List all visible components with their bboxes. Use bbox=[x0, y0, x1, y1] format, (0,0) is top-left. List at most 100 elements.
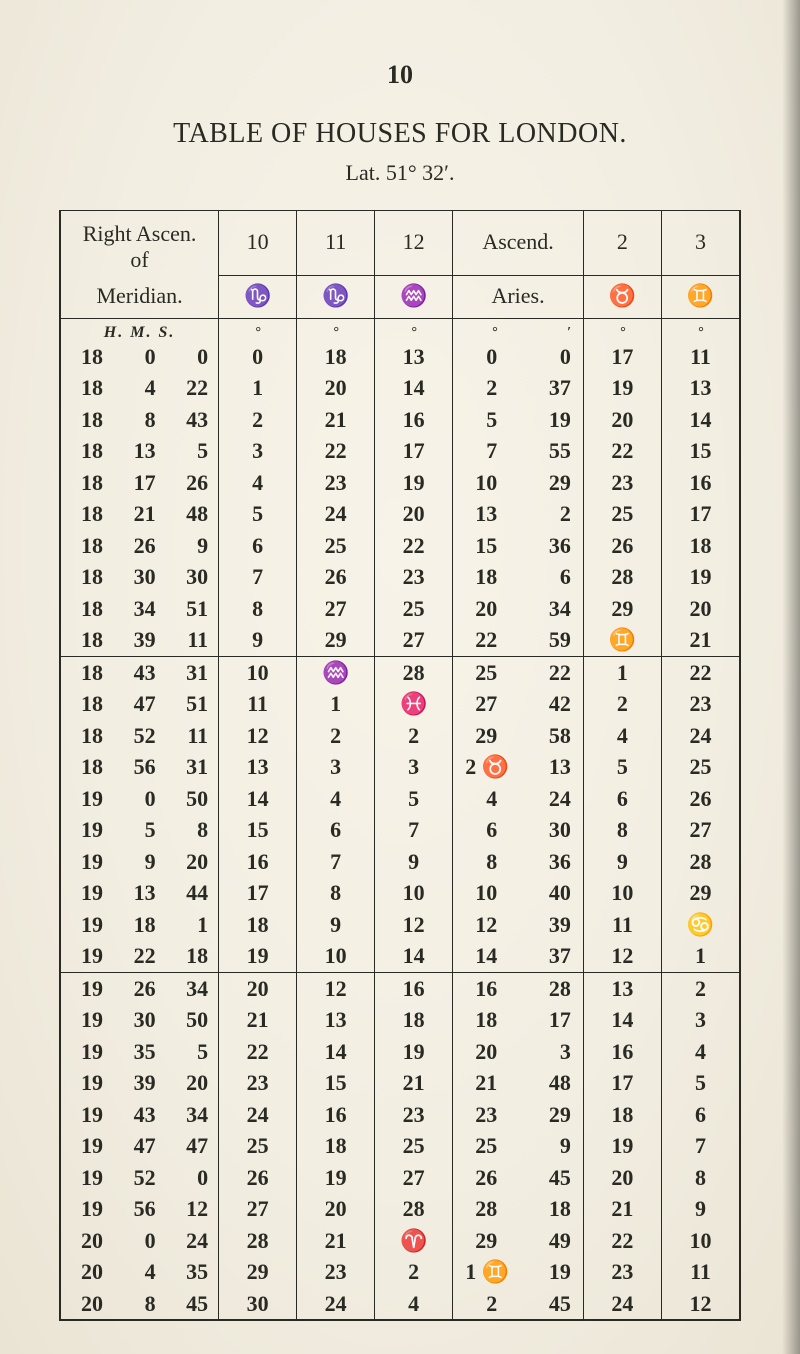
cell-c3: 3 bbox=[661, 1004, 739, 1036]
cell-c10: 5 bbox=[219, 498, 297, 530]
cell-ascend: 2148 bbox=[453, 1067, 584, 1099]
cell-c3: 7 bbox=[661, 1130, 739, 1162]
table-row: 1913441781010401029 bbox=[61, 877, 740, 909]
cell-c2: 14 bbox=[583, 1004, 661, 1036]
col-3-header: 3 bbox=[661, 211, 739, 264]
time-cell: 185211 bbox=[61, 720, 219, 752]
ra-line2: of bbox=[130, 247, 148, 272]
cell-c2: 4 bbox=[583, 720, 661, 752]
unit-11: ° bbox=[297, 318, 375, 341]
table-row: 18563113332 ♉13525 bbox=[61, 751, 740, 783]
table-row: 1943342416232329186 bbox=[61, 1099, 740, 1131]
cell-c3: 11 bbox=[661, 341, 739, 373]
cell-c2: ♊ bbox=[583, 624, 661, 656]
cell-c2: 8 bbox=[583, 814, 661, 846]
cell-c2: 23 bbox=[583, 1256, 661, 1288]
cell-c10: 27 bbox=[219, 1193, 297, 1225]
cell-c11: 2 bbox=[297, 720, 375, 752]
time-cell: 18269 bbox=[61, 530, 219, 562]
cell-c2: 9 bbox=[583, 846, 661, 878]
cell-c2: 6 bbox=[583, 783, 661, 815]
cell-c3: 9 bbox=[661, 1193, 739, 1225]
cell-c3: 24 bbox=[661, 720, 739, 752]
table-row: 1834518272520342920 bbox=[61, 593, 740, 625]
cell-c12: 19 bbox=[375, 1036, 453, 1068]
time-cell: 193050 bbox=[61, 1004, 219, 1036]
table-row: 1939202315212148175 bbox=[61, 1067, 740, 1099]
cell-c11: 12 bbox=[297, 972, 375, 1004]
cell-c3: 15 bbox=[661, 435, 739, 467]
cell-c11: 10 bbox=[297, 940, 375, 972]
cell-ascend: 2329 bbox=[453, 1099, 584, 1131]
cell-c10: 9 bbox=[219, 624, 297, 656]
table-row: 19355221419203164 bbox=[61, 1036, 740, 1068]
cell-c11: 7 bbox=[297, 846, 375, 878]
table-row: 1930502113181817143 bbox=[61, 1004, 740, 1036]
time-cell: 195612 bbox=[61, 1193, 219, 1225]
cell-ascend: 203 bbox=[453, 1036, 584, 1068]
cell-c12: 14 bbox=[375, 940, 453, 972]
cell-c3: 5 bbox=[661, 1067, 739, 1099]
cell-c3: 22 bbox=[661, 656, 739, 688]
sign-col-3: ♊ bbox=[661, 276, 739, 319]
cell-c2: 16 bbox=[583, 1036, 661, 1068]
cell-c2: 20 bbox=[583, 1162, 661, 1194]
time-cell: 20024 bbox=[61, 1225, 219, 1257]
cell-c11: 20 bbox=[297, 372, 375, 404]
cell-c11: 3 bbox=[297, 751, 375, 783]
cell-c10: 28 bbox=[219, 1225, 297, 1257]
table-row: 18422120142371913 bbox=[61, 372, 740, 404]
time-cell: 184331 bbox=[61, 656, 219, 688]
col-2-header: 2 bbox=[583, 211, 661, 264]
cell-ascend: 00 bbox=[453, 341, 584, 373]
unit-row: H. M. S. ° ° ° °′ ° ° bbox=[61, 318, 740, 341]
sign-col-12: ♒ bbox=[375, 276, 453, 319]
ra-line1: Right Ascen. bbox=[83, 221, 197, 246]
cell-c11: 23 bbox=[297, 467, 375, 499]
cell-c3: 26 bbox=[661, 783, 739, 815]
cell-ascend: 1040 bbox=[453, 877, 584, 909]
cell-c12: 22 bbox=[375, 530, 453, 562]
time-cell: 193920 bbox=[61, 1067, 219, 1099]
cell-c12: 23 bbox=[375, 1099, 453, 1131]
table-row: 1956122720282818219 bbox=[61, 1193, 740, 1225]
cell-c10: 8 bbox=[219, 593, 297, 625]
houses-table: Right Ascen. of 10 11 12 Ascend. 2 3 Mer… bbox=[60, 211, 740, 1320]
table-row: 19581567630827 bbox=[61, 814, 740, 846]
cell-c3: 2 bbox=[661, 972, 739, 1004]
cell-c10: 19 bbox=[219, 940, 297, 972]
cell-c11: 27 bbox=[297, 593, 375, 625]
cell-c3: 29 bbox=[661, 877, 739, 909]
cell-ascend: 2034 bbox=[453, 593, 584, 625]
houses-table-wrap: Right Ascen. of 10 11 12 Ascend. 2 3 Mer… bbox=[59, 210, 741, 1321]
cell-ascend: 1 ♊19 bbox=[453, 1256, 584, 1288]
cell-c11: 20 bbox=[297, 1193, 375, 1225]
cell-c12: 27 bbox=[375, 1162, 453, 1194]
cell-c3: 14 bbox=[661, 404, 739, 436]
time-cell: 19050 bbox=[61, 783, 219, 815]
cell-c12: 2 bbox=[375, 720, 453, 752]
cell-c11: 18 bbox=[297, 1130, 375, 1162]
cell-c3: 19 bbox=[661, 561, 739, 593]
cell-c2: 2 bbox=[583, 688, 661, 720]
time-cell: 1800 bbox=[61, 341, 219, 373]
cell-c2: 12 bbox=[583, 940, 661, 972]
cell-c12: 5 bbox=[375, 783, 453, 815]
cell-ascend: 2949 bbox=[453, 1225, 584, 1257]
cell-c12: ♈ bbox=[375, 1225, 453, 1257]
cell-c10: 15 bbox=[219, 814, 297, 846]
cell-c10: 20 bbox=[219, 972, 297, 1004]
unit-10: ° bbox=[219, 318, 297, 341]
cell-ascend: 1536 bbox=[453, 530, 584, 562]
cell-c12: 16 bbox=[375, 972, 453, 1004]
unit-2: ° bbox=[583, 318, 661, 341]
cell-c11: 29 bbox=[297, 624, 375, 656]
cell-c11: 9 bbox=[297, 909, 375, 941]
cell-c11: 21 bbox=[297, 404, 375, 436]
col-3-num: 3 bbox=[695, 229, 706, 254]
cell-c3: 13 bbox=[661, 372, 739, 404]
col-10-header: 10 bbox=[219, 211, 297, 264]
cell-c12: 27 bbox=[375, 624, 453, 656]
cell-c3: 12 bbox=[661, 1288, 739, 1320]
cell-c10: 13 bbox=[219, 751, 297, 783]
